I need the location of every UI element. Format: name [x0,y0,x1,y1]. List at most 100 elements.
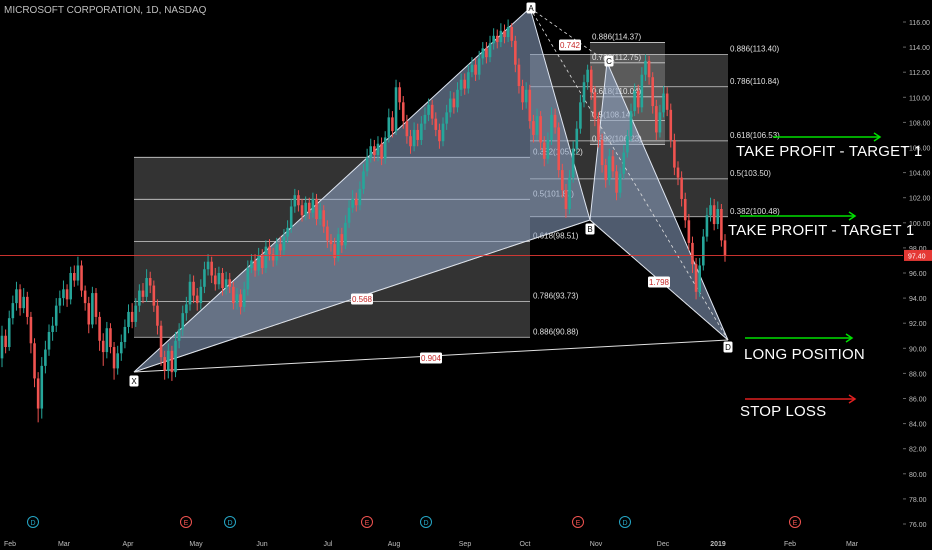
candle-body [514,40,517,65]
candle-body [105,328,109,353]
candle-body [76,265,80,281]
candle-body [376,143,380,156]
candle [391,111,394,138]
price-axis-bg [903,0,932,550]
candle [311,192,315,218]
candle-body [467,72,470,89]
candle [456,82,459,113]
candle [4,329,7,354]
fib-xa-label: 0.786(93.73) [533,291,579,300]
dividend-marker [619,516,631,528]
candle-body [495,35,499,43]
candle-body [640,74,644,108]
candle [629,103,633,142]
candle [65,284,69,307]
candle [394,79,398,135]
candle-body [485,48,488,58]
candle [506,19,510,43]
candle-body [615,171,618,193]
candle [412,122,416,152]
candle [130,303,134,329]
candle [694,257,698,300]
ratio-label: 0.568 [352,295,373,304]
candle-body [11,303,15,319]
candle [15,281,18,311]
candle [445,104,448,130]
candle-body [658,112,662,133]
candle [141,283,145,304]
candle-body [438,129,441,142]
candle [7,310,11,351]
candle-body [224,279,228,289]
candle-body [629,111,633,137]
candle-body [492,35,495,44]
candle-body [286,227,289,237]
candle [495,29,499,49]
candle [322,205,326,233]
candle [228,273,232,294]
fib-xa-label: 0.886(90.88) [533,327,579,336]
candle [683,192,687,228]
price-tick-label: 108.00 [909,120,931,127]
candle [586,64,589,90]
candle-body [582,82,586,103]
candle-body [524,89,528,103]
candle [239,289,242,315]
candle [662,86,665,118]
candle [177,323,181,349]
candle [80,260,83,297]
candle-body [561,170,564,191]
take-profit-lower-label: TAKE PROFIT - TARGET 1 [728,222,915,239]
candle [380,137,383,166]
candle [101,333,105,366]
candle-body [550,114,553,140]
candle [655,99,658,140]
candle-body [307,202,311,213]
price-tick-label: 80.00 [909,472,927,479]
candle [0,325,4,368]
ratio-label: 1.798 [649,278,670,287]
candle [210,256,213,284]
candle [62,280,65,306]
candle-body [242,289,246,307]
event-label: E [365,520,370,527]
candle [98,311,101,351]
candle-body [47,331,51,350]
candle [58,290,62,314]
candle [109,323,112,354]
candle-body [29,316,33,344]
price-tick-label: 82.00 [909,447,927,454]
candle-body [676,167,680,178]
candle [152,280,156,312]
candle [702,229,705,271]
candle [416,123,420,147]
price-tick-label: 88.00 [909,371,927,378]
fib-ab-label: 0.886(114.37) [592,32,642,41]
candle-body [401,102,405,122]
candle-body [195,295,199,304]
candle [604,158,608,188]
candle-body [369,146,373,158]
candle-body [260,255,264,268]
candle [91,286,94,329]
candle [626,129,629,158]
candle [329,234,333,252]
candle [260,249,264,275]
candle [358,181,362,211]
candle-body [358,188,362,206]
price-tick-label: 86.00 [909,397,927,404]
candle-body [271,254,275,261]
time-label: Dec [657,541,670,548]
candle-body [720,208,723,241]
candle [116,345,119,375]
last-price-tag [904,249,932,261]
candle [401,96,405,129]
candle-body [239,294,242,307]
time-label: Jul [324,541,333,548]
candle-body [235,294,239,304]
candle-body [510,27,514,41]
candle-body [373,146,376,156]
candle [564,183,568,218]
